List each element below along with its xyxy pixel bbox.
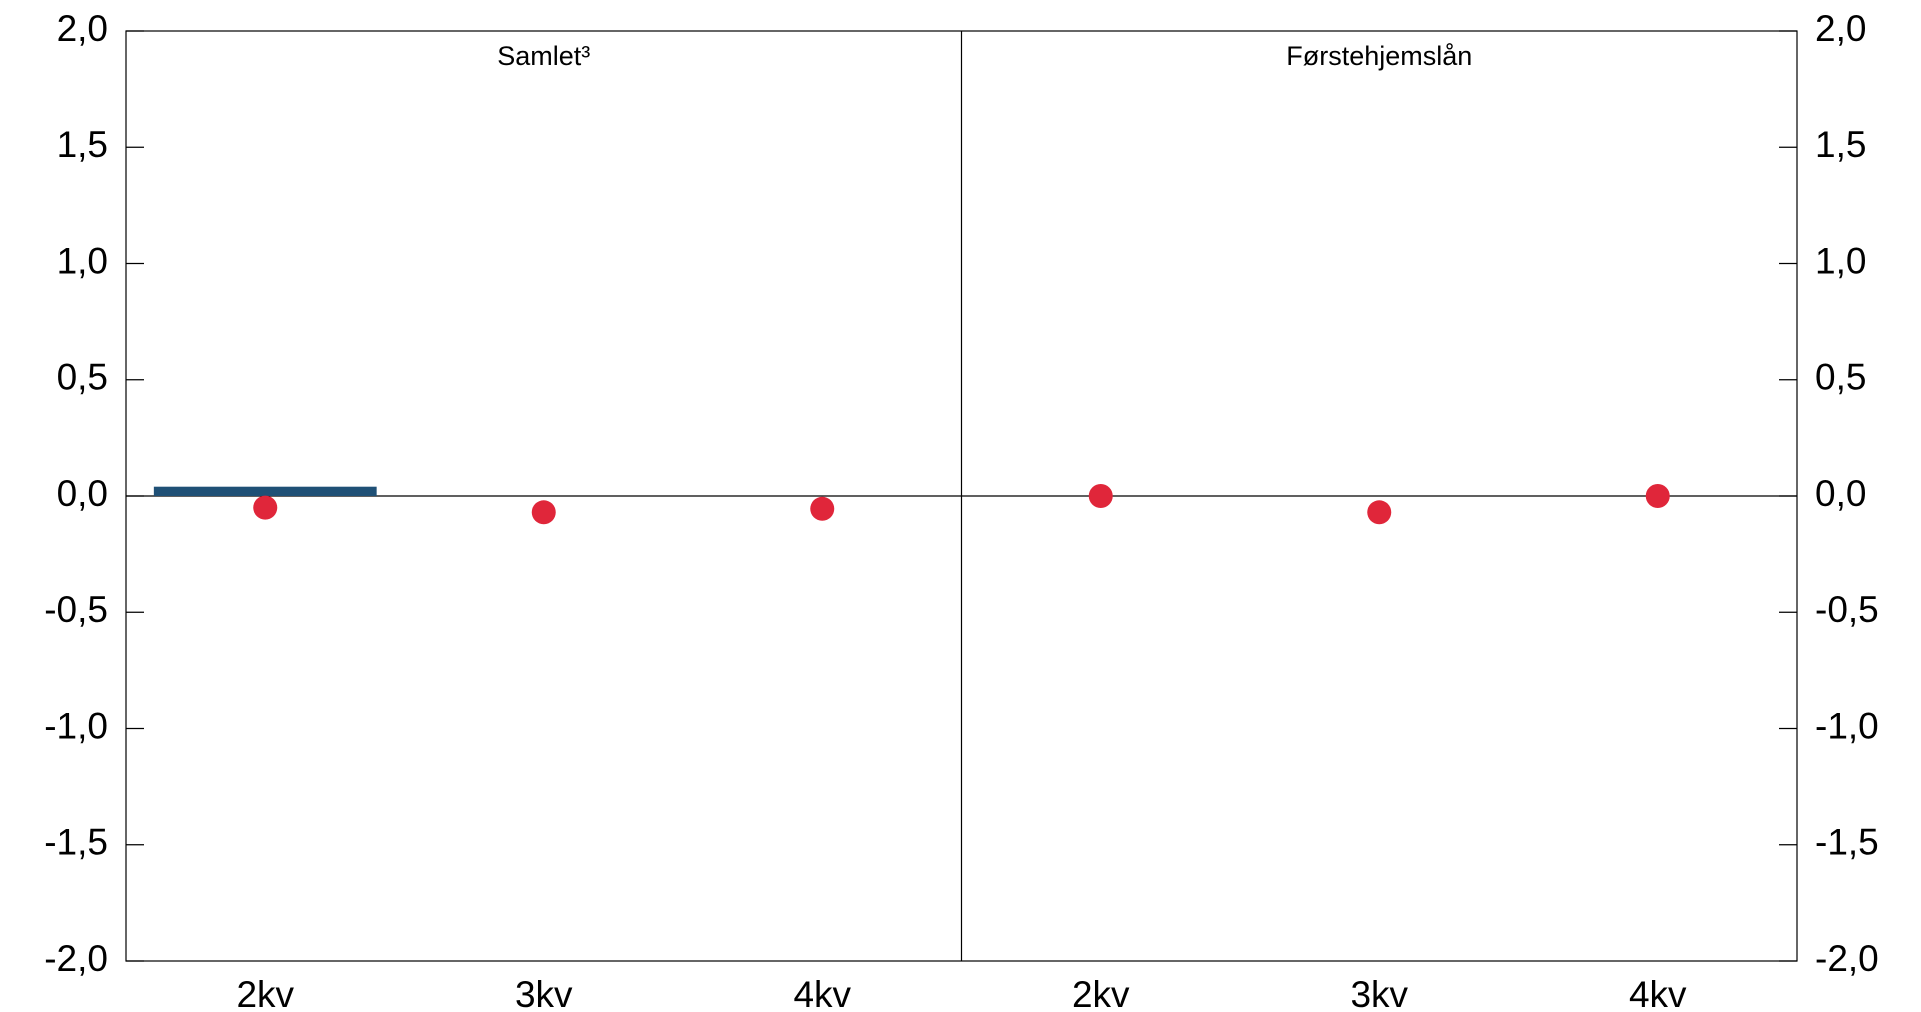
dot <box>531 500 556 525</box>
x-tick-label: 4kv <box>1629 974 1687 1012</box>
dot <box>1088 484 1113 508</box>
y-tick-label: 1,5 <box>1815 124 1866 165</box>
dot <box>253 495 278 520</box>
y-tick-label: 2,0 <box>57 8 108 49</box>
y-tick-label: 1,0 <box>57 240 108 281</box>
x-tick-label: 3kv <box>515 974 573 1012</box>
y-tick-label: -1,5 <box>44 822 108 863</box>
plot-frame <box>125 30 1798 962</box>
panel-title: Førstehjemslån <box>1286 41 1472 71</box>
dot <box>1645 484 1670 508</box>
x-tick-label: 3kv <box>1350 974 1408 1012</box>
y-tick-label: -1,0 <box>1815 705 1879 746</box>
y-tick-label: -2,0 <box>44 938 108 979</box>
bar <box>153 486 377 496</box>
y-tick-label: -1,0 <box>44 705 108 746</box>
y-tick-label: 2,0 <box>1815 8 1866 49</box>
y-tick-label: 1,5 <box>57 124 108 165</box>
dot <box>810 496 835 521</box>
panel-title: Samlet³ <box>497 41 590 71</box>
x-tick-label: 4kv <box>793 974 851 1012</box>
y-tick-label: -0,5 <box>44 589 108 630</box>
y-tick-label: 0,0 <box>1815 473 1866 514</box>
y-tick-label: 0,5 <box>57 357 108 398</box>
y-tick-label: -2,0 <box>1815 938 1879 979</box>
y-tick-label: -1,5 <box>1815 822 1879 863</box>
x-tick-label: 2kv <box>1072 974 1130 1012</box>
y-tick-label: -0,5 <box>1815 589 1879 630</box>
y-tick-label: 0,0 <box>57 473 108 514</box>
x-tick-label: 2kv <box>236 974 294 1012</box>
y-tick-label: 1,0 <box>1815 240 1866 281</box>
y-tick-label: 0,5 <box>1815 357 1866 398</box>
dot <box>1367 500 1392 525</box>
